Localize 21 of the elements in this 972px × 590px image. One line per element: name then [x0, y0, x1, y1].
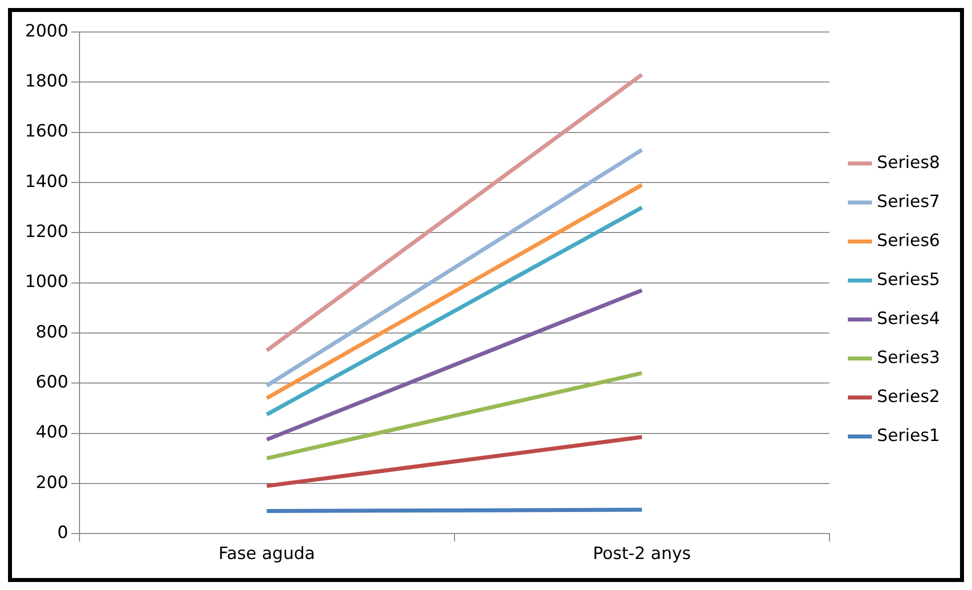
legend-label: Series8	[876, 152, 940, 173]
x-tick-label: Post-2 anys	[592, 544, 692, 564]
y-tick-label: 400	[36, 422, 68, 443]
y-tick-label: 1600	[25, 122, 68, 142]
y-tick-label: 800	[36, 322, 68, 342]
y-tick-label: 2000	[25, 21, 68, 42]
legend-label: Series6	[876, 230, 940, 251]
y-tick-label: 1000	[25, 272, 68, 292]
y-tick-label: 200	[36, 472, 68, 493]
x-tick-label: Fase aguda	[218, 544, 316, 564]
legend-label: Series5	[876, 270, 940, 290]
y-tick-label: 1400	[25, 172, 68, 192]
legend-label: Series1	[876, 426, 940, 446]
y-tick-label: 1800	[25, 72, 68, 92]
legend-label: Series3	[876, 348, 940, 368]
y-tick-label: 600	[36, 372, 68, 393]
legend-label: Series4	[876, 308, 940, 329]
y-tick-label: 0	[57, 523, 68, 544]
legend-label: Series2	[876, 386, 940, 407]
legend-label: Series7	[876, 192, 940, 212]
y-tick-label: 1200	[25, 222, 68, 242]
